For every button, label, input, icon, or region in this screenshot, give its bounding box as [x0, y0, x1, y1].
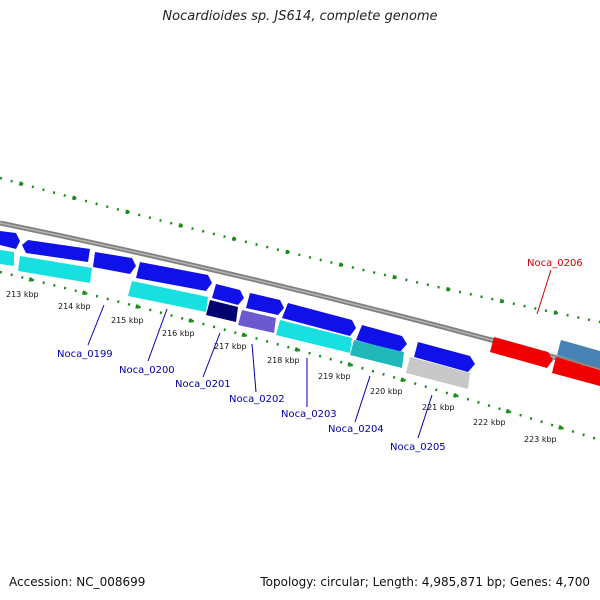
- map-title: Nocardioides sp. JS614, complete genome: [162, 9, 438, 24]
- kbp-label: 220 kbp: [370, 387, 403, 396]
- kbp-label: 223 kbp: [524, 435, 557, 444]
- gene-arrow: [557, 340, 600, 368]
- genome-summary: Topology: circular; Length: 4,985,871 bp…: [260, 575, 590, 589]
- gene-label-noca-0203[interactable]: Noca_0203: [281, 409, 337, 420]
- kbp-label: 219 kbp: [318, 372, 351, 381]
- inner-major-ticks: [0, 270, 600, 442]
- gene-label-noca-0202[interactable]: Noca_0202: [229, 394, 285, 405]
- kbp-label: 213 kbp: [6, 290, 39, 299]
- gene-arrow: [128, 281, 208, 312]
- gene-label-noca-0201[interactable]: Noca_0201: [175, 379, 231, 390]
- gene-arrow: [552, 357, 600, 386]
- kbp-label: 214 kbp: [58, 302, 91, 311]
- gene-label-noca-0199[interactable]: Noca_0199: [57, 349, 113, 360]
- accession-label: Accession: NC_008699: [9, 575, 146, 589]
- kbp-label: 215 kbp: [111, 316, 144, 325]
- gene-arrow: [276, 320, 352, 353]
- gene-arrow: [406, 357, 470, 389]
- gene-arrow: [0, 231, 20, 249]
- gene-label-noca-0205[interactable]: Noca_0205: [390, 442, 446, 453]
- gene-arrow: [212, 284, 244, 305]
- kbp-label: 221 kbp: [422, 403, 455, 412]
- kbp-label: 222 kbp: [473, 418, 506, 427]
- kbp-label: 217 kbp: [214, 342, 247, 351]
- gene-labels: Noca_0199 Noca_0200 Noca_0201 Noca_0202 …: [57, 258, 583, 453]
- gene-arrow: [238, 310, 276, 333]
- gene-arrow: [136, 262, 212, 291]
- gene-arrow: [356, 325, 407, 352]
- reverse-strand-genes: [0, 250, 600, 389]
- gene-arrow: [246, 293, 284, 315]
- gene-label-noca-0206[interactable]: Noca_0206: [527, 258, 583, 269]
- gene-arrow: [350, 340, 404, 368]
- gene-arrow: [18, 256, 92, 283]
- forward-strand-genes: [0, 231, 600, 372]
- gene-label-noca-0200[interactable]: Noca_0200: [119, 365, 175, 376]
- gene-callouts: [87, 269, 552, 439]
- kbp-labels: 213 kbp 214 kbp 215 kbp 216 kbp 217 kbp …: [6, 290, 557, 444]
- kbp-label: 218 kbp: [267, 356, 300, 365]
- gene-arrow: [206, 300, 238, 322]
- outer-major-ticks: [0, 176, 600, 324]
- gene-arrow: [22, 240, 90, 262]
- gene-label-noca-0204[interactable]: Noca_0204: [328, 424, 384, 435]
- gene-arrow: [93, 252, 136, 274]
- gene-arrow: [414, 342, 475, 372]
- kbp-label: 216 kbp: [162, 329, 195, 338]
- gene-arrow: [282, 303, 356, 336]
- outer-tick-ring: [0, 176, 600, 324]
- gene-arrow: [0, 250, 14, 266]
- gene-arrow: [490, 337, 553, 368]
